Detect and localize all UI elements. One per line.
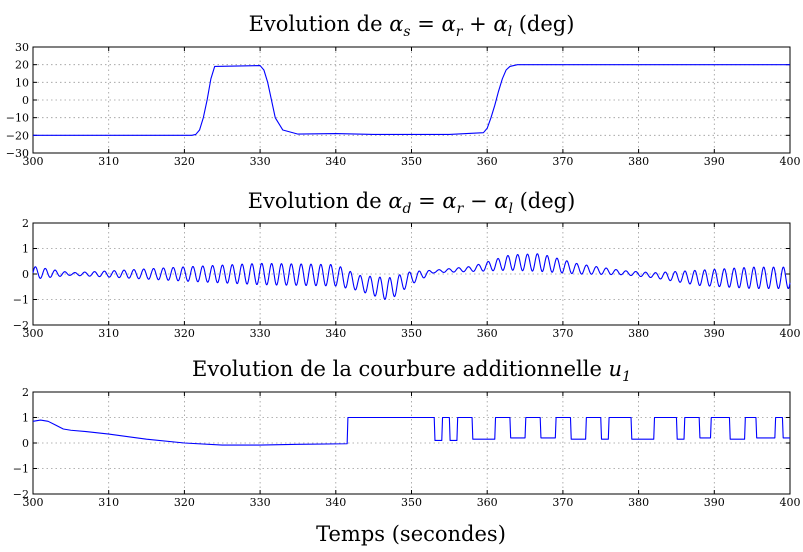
x-tick-label: 370: [552, 496, 573, 509]
x-tick-label: 370: [552, 155, 573, 168]
y-tick-label: 0: [22, 268, 29, 281]
x-tick-label: 400: [780, 327, 801, 340]
x-tick-label: 300: [23, 155, 44, 168]
plot-frame: [32, 391, 791, 495]
y-tick-label: 1: [22, 412, 29, 425]
y-tick-label: 2: [22, 217, 29, 230]
plot-frame: [32, 222, 791, 326]
y-tick-label: 10: [15, 76, 29, 89]
x-tick-label: 350: [401, 155, 422, 168]
y-tick-label: −20: [6, 129, 29, 142]
x-tick-label: 380: [628, 155, 649, 168]
x-tick-label: 340: [325, 496, 346, 509]
x-tick-label: 300: [23, 496, 44, 509]
series-line-2: [32, 253, 791, 300]
series-line-3: [32, 416, 790, 446]
x-tick-label: 400: [780, 155, 801, 168]
y-tick-label: −2: [13, 319, 29, 332]
x-tick-label: 400: [780, 496, 801, 509]
x-tick-label: 390: [704, 155, 725, 168]
x-tick-label: 320: [174, 155, 195, 168]
x-tick-label: 320: [174, 496, 195, 509]
x-tick-label: 330: [250, 155, 271, 168]
x-tick-label: 360: [477, 327, 498, 340]
y-tick-label: 20: [15, 59, 29, 72]
x-tick-label: 350: [401, 496, 422, 509]
x-tick-label: 380: [628, 496, 649, 509]
chart-title-2: Evolution de αd = αr − αl (deg): [248, 189, 576, 217]
x-tick-label: 320: [174, 327, 195, 340]
x-tick-label: 390: [704, 327, 725, 340]
y-tick-label: −30: [6, 147, 29, 160]
series-line-1: [33, 64, 790, 136]
x-tick-label: 330: [250, 496, 271, 509]
y-tick-label: 0: [22, 94, 29, 107]
y-tick-label: −10: [6, 112, 29, 125]
x-tick-label: 340: [325, 155, 346, 168]
x-tick-label: 380: [628, 327, 649, 340]
chart-title-1: Evolution de αs = αr + αl (deg): [249, 12, 575, 40]
x-axis-label: Temps (secondes): [316, 522, 506, 546]
y-tick-label: 30: [15, 41, 29, 54]
y-tick-label: −1: [13, 463, 29, 476]
chart-title-3: Evolution de la courbure additionnelle u…: [192, 357, 631, 385]
x-tick-label: 390: [704, 496, 725, 509]
x-tick-label: 340: [325, 327, 346, 340]
y-tick-label: −2: [13, 488, 29, 501]
y-tick-label: −1: [13, 294, 29, 307]
y-tick-label: 2: [22, 386, 29, 399]
x-tick-label: 370: [552, 327, 573, 340]
x-tick-label: 360: [477, 155, 498, 168]
y-tick-label: 0: [22, 437, 29, 450]
x-tick-label: 310: [98, 327, 119, 340]
x-tick-label: 360: [477, 496, 498, 509]
x-tick-label: 350: [401, 327, 422, 340]
x-tick-label: 330: [250, 327, 271, 340]
y-tick-label: 1: [22, 243, 29, 256]
x-tick-label: 300: [23, 327, 44, 340]
x-tick-label: 310: [98, 155, 119, 168]
x-tick-label: 310: [98, 496, 119, 509]
plot-frame: [32, 46, 791, 154]
